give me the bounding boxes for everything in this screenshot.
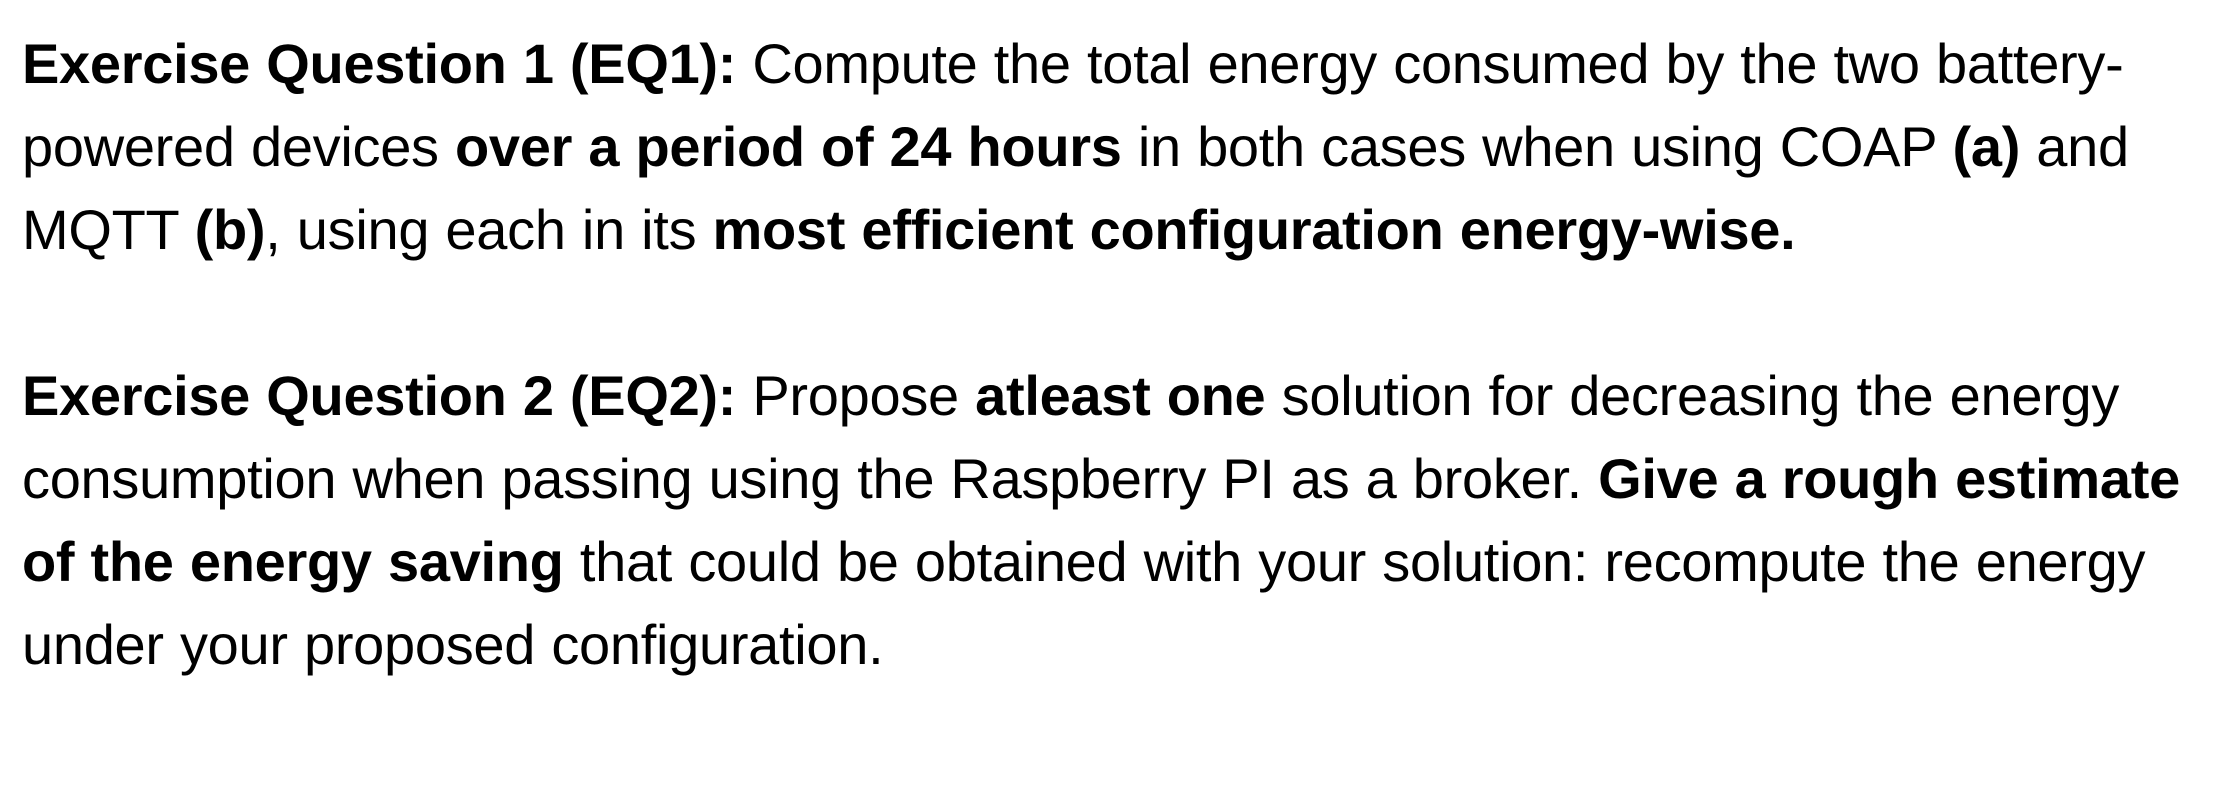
eq2-text-1: Propose	[736, 364, 976, 427]
eq2-heading: Exercise Question 2 (EQ2):	[22, 364, 737, 427]
eq2-bold-atleast: atleast one	[975, 364, 1266, 427]
eq1-bold-config: most efficient configuration energy-wise…	[712, 198, 1796, 261]
eq1-text-1: Compute the total energy consumed by the…	[22, 32, 2124, 178]
eq1-heading: Exercise Question 1 (EQ1):	[22, 32, 737, 95]
eq1-bold-period: over a period of 24 hours	[455, 115, 1122, 178]
eq1-text-3: and MQTT	[22, 115, 2129, 261]
eq1-bold-a: (a)	[1952, 115, 2021, 178]
eq2-text-2: solution for decreasing the energy consu…	[22, 364, 2120, 510]
exercise-question-2: Exercise Question 2 (EQ2): Propose atlea…	[22, 354, 2208, 686]
eq1-text-4: , using each in its	[265, 198, 713, 261]
exercise-question-1: Exercise Question 1 (EQ1): Compute the t…	[22, 22, 2208, 271]
eq2-bold-estimate: Give a rough estimate of the energy savi…	[22, 447, 2180, 593]
eq1-bold-b: (b)	[194, 198, 266, 261]
eq1-text-2: in both cases when using COAP	[1121, 115, 1953, 178]
eq2-text-3: that could be obtained with your solutio…	[22, 530, 2146, 676]
